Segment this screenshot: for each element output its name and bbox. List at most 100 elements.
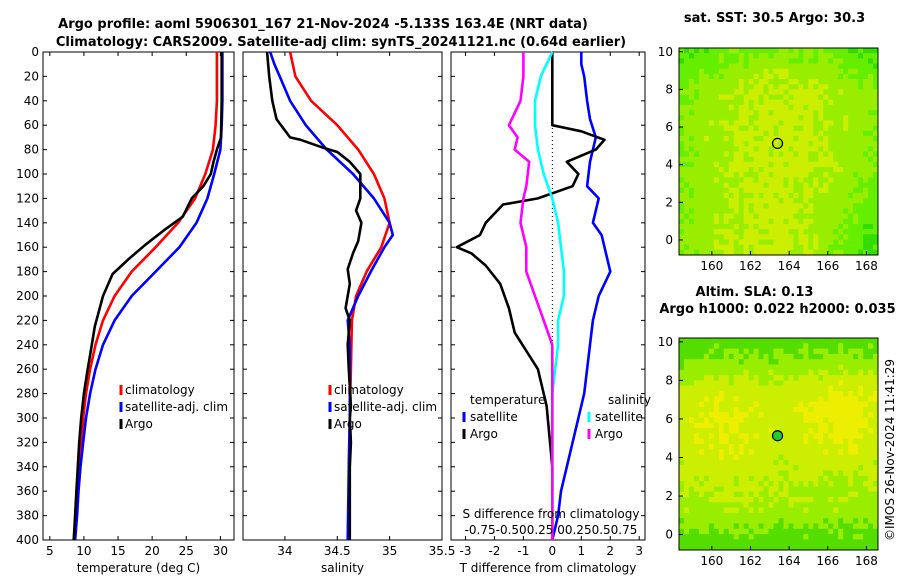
legend-label: climatology <box>334 383 404 397</box>
x-tick-label: 34.5 <box>324 544 351 558</box>
series-line-s-satellite <box>533 51 566 540</box>
series-line-t-satellite <box>551 52 612 541</box>
legend-label: Argo <box>125 417 153 431</box>
heatmap-cells <box>679 48 879 256</box>
argo-position-marker <box>771 430 784 442</box>
salinity-panel: 34 34.5 35 35.5 salinity climatology satellite… <box>242 51 456 575</box>
temperature-panel: 5 10 15 20 25 3002040608010012014016018020022… <box>16 45 235 575</box>
x-tick-label: 20 <box>145 544 160 558</box>
y-tick-label: 380 <box>16 509 39 523</box>
y-tick-label: 0 <box>665 528 673 542</box>
top-axis-ticks: -0.75-0.500.25 00.250.50.75 <box>465 523 638 537</box>
x-tick-label: 25 <box>179 544 194 558</box>
x-tick-label: 5 <box>46 544 54 558</box>
y-tick-label: 400 <box>16 533 39 547</box>
x-tick-label: 162 <box>739 259 762 273</box>
y-tick-label: 8 <box>665 373 673 387</box>
x-tick-label: 168 <box>855 259 878 273</box>
legend-label: satellite-adj. clim <box>125 400 228 414</box>
y-tick-label: 0 <box>31 45 39 59</box>
x-tick-label: 164 <box>778 554 801 568</box>
sla-map: 160 162 164 166 168 0 2 4 6 8 10 Altim. SLA: 0.13 Ar… <box>658 285 896 568</box>
sst-map: 160 162 164 166 168 0 2 4 6 8 10 sat. SST: 30.5 Arg… <box>658 11 879 273</box>
x-axis-label: temperature (deg C) <box>77 561 200 575</box>
series-line-argo <box>72 52 223 541</box>
series-line-t-argo <box>455 52 606 540</box>
legend-label: climatology <box>125 383 195 397</box>
y-tick-label: 80 <box>24 143 39 157</box>
y-tick-label: 180 <box>16 265 39 279</box>
y-tick-label: 4 <box>665 158 673 172</box>
y-tick-label: 220 <box>16 313 39 327</box>
y-tick-label: 0 <box>665 233 673 247</box>
x-tick-label: 10 <box>76 544 91 558</box>
profile-panels: 5 10 15 20 25 3002040608010012014016018020022… <box>16 45 651 575</box>
top-axis-title: S difference from climatology <box>463 507 640 521</box>
x-tick-label: 0 <box>549 544 557 558</box>
legend-label: Argo <box>595 427 623 441</box>
series-line-argo <box>265 51 363 540</box>
legend-label: Argo <box>470 427 498 441</box>
map-panels: 160 162 164 166 168 0 2 4 6 8 10 sat. SST: 30.5 Arg… <box>658 11 896 568</box>
x-tick-label: 160 <box>700 259 723 273</box>
y-tick-label: 6 <box>665 120 673 134</box>
legend-title-temperature: temperature <box>470 393 545 407</box>
legend-label: Argo <box>334 417 362 431</box>
title-line-1: Argo profile: aoml 5906301_167 21-Nov-20… <box>58 17 588 32</box>
legend-label: satellite <box>595 410 643 424</box>
series-line-satellite-adj.-clim <box>268 51 395 541</box>
x-tick-label: 34 <box>277 544 292 558</box>
x-tick-label: 164 <box>778 259 801 273</box>
y-tick-label: 4 <box>665 450 673 464</box>
y-tick-label: 6 <box>665 412 673 426</box>
map-title: Altim. SLA: 0.13 <box>696 285 814 300</box>
x-tick-label: 15 <box>110 544 125 558</box>
x-tick-label: 160 <box>700 554 723 568</box>
y-tick-label: 20 <box>24 69 39 83</box>
argo-position-marker <box>771 137 784 150</box>
x-axis-label: salinity <box>321 561 364 575</box>
y-tick-label: 300 <box>16 411 39 425</box>
x-tick-label: 30 <box>213 544 228 558</box>
heatmap-cells <box>679 338 879 551</box>
legend-label: satellite-adj. clim <box>334 400 437 414</box>
x-tick-label: 162 <box>739 554 762 568</box>
title-line-2: Climatology: CARS2009. Satellite-adj cli… <box>56 35 626 50</box>
y-tick-label: 60 <box>24 118 39 132</box>
y-tick-label: 160 <box>16 240 39 254</box>
temperature-panel-frame <box>42 51 235 541</box>
y-tick-label: 260 <box>16 362 39 376</box>
y-tick-label: 280 <box>16 387 39 401</box>
salinity-panel-frame <box>242 51 443 541</box>
x-tick-label: 166 <box>816 554 839 568</box>
y-tick-label: 2 <box>665 195 673 209</box>
legend-title-salinity: salinity <box>608 393 651 407</box>
y-tick-label: 200 <box>16 289 39 303</box>
series-line-satellite-adj.-clim <box>73 52 224 541</box>
sla-map-frame <box>678 337 879 551</box>
x-tick-label: -2 <box>488 544 500 558</box>
y-tick-label: 10 <box>658 45 673 59</box>
watermark: ©IMOS 26-Nov-2024 11:41:29 <box>883 359 897 541</box>
map-title: sat. SST: 30.5 Argo: 30.3 <box>684 11 865 26</box>
difference-panel: -3 -2 -1 0 1 2 3 T difference from climatology t… <box>450 51 651 575</box>
y-tick-label: 40 <box>24 94 39 108</box>
y-tick-label: 8 <box>665 82 673 96</box>
y-tick-label: 340 <box>16 460 39 474</box>
map-subtitle: Argo h1000: 0.022 h2000: 0.035 <box>659 302 895 317</box>
x-axis-label: T difference from climatology <box>459 561 637 575</box>
y-tick-label: 10 <box>658 335 673 349</box>
y-tick-label: 360 <box>16 484 39 498</box>
x-tick-label: 35 <box>382 544 397 558</box>
y-tick-label: 100 <box>16 167 39 181</box>
y-tick-label: 240 <box>16 338 39 352</box>
sst-map-frame <box>678 47 879 256</box>
series-line-s-argo <box>507 52 554 540</box>
x-tick-label: 168 <box>855 554 878 568</box>
x-tick-label: -1 <box>517 544 529 558</box>
y-tick-label: 120 <box>16 191 39 205</box>
x-tick-label: 35.5 <box>429 544 456 558</box>
x-tick-label: 2 <box>606 544 614 558</box>
x-tick-label: 1 <box>577 544 585 558</box>
